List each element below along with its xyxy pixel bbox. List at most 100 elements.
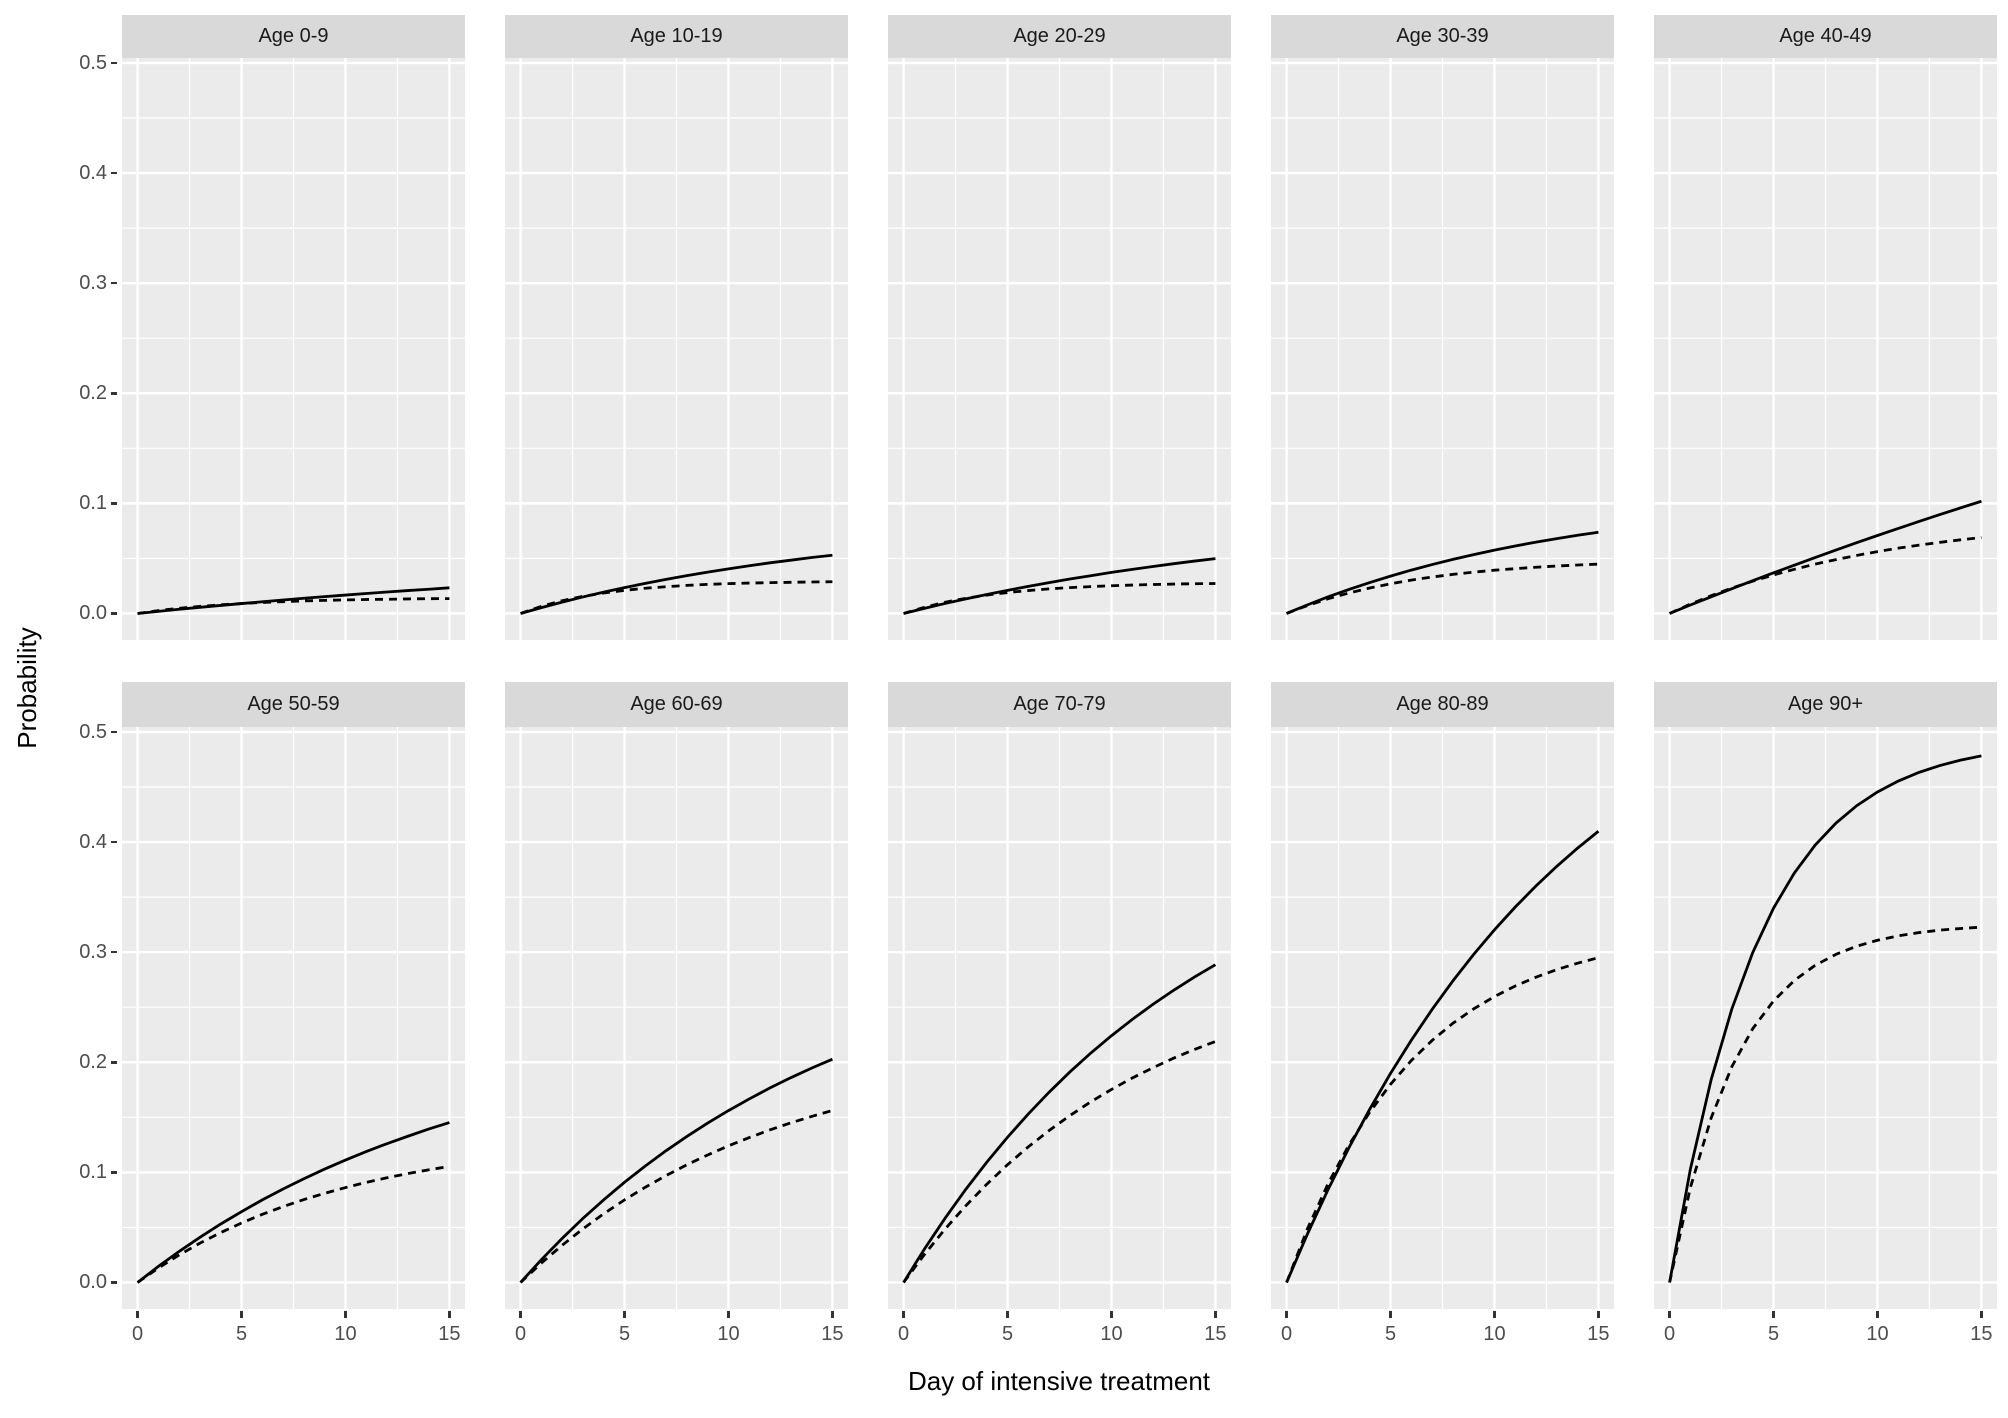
x-tick-label: 0 bbox=[132, 1323, 144, 1345]
solid-line bbox=[520, 553, 833, 615]
y-tick-label: 0.5 bbox=[79, 51, 107, 74]
x-tick-label: 10 bbox=[1100, 1323, 1123, 1345]
x-tick-mark bbox=[1214, 1311, 1217, 1318]
x-tick-mark bbox=[902, 1311, 905, 1318]
x-tick-mark bbox=[1668, 1311, 1671, 1318]
dashed-line bbox=[1286, 562, 1599, 615]
x-tick-label: 10 bbox=[1483, 1323, 1506, 1345]
facet-strip-label: Age 20-29 bbox=[888, 15, 1231, 58]
x-tick-mark bbox=[1389, 1311, 1392, 1318]
facet-chart bbox=[888, 727, 1231, 1309]
x-tick-label: 0 bbox=[1664, 1323, 1676, 1345]
solid-line bbox=[1286, 530, 1599, 615]
facet-panel bbox=[888, 727, 1231, 1309]
facet-panel bbox=[888, 58, 1231, 640]
x-tick-label: 5 bbox=[618, 1323, 631, 1345]
y-tick-label: 0.4 bbox=[79, 831, 107, 854]
facet-strip-label: Age 0-9 bbox=[122, 15, 465, 58]
facet-chart bbox=[1654, 727, 1997, 1309]
facet-chart bbox=[1271, 727, 1614, 1309]
facet-chart bbox=[888, 58, 1231, 640]
y-tick-label: 0.1 bbox=[79, 492, 107, 515]
solid-line bbox=[137, 586, 450, 615]
y-tick-mark bbox=[111, 61, 117, 65]
y-tick-mark bbox=[111, 840, 117, 844]
dashed-line bbox=[520, 580, 833, 615]
y-tick-label: 0.3 bbox=[79, 941, 107, 964]
x-tick-label: 15 bbox=[1587, 1323, 1610, 1345]
x-tick-mark bbox=[240, 1311, 243, 1318]
y-tick-mark bbox=[111, 1061, 117, 1064]
facet-chart bbox=[1654, 58, 1997, 640]
facet-strip-label: Age 70-79 bbox=[888, 682, 1231, 727]
dashed-line bbox=[1669, 536, 1982, 615]
x-tick-label: 15 bbox=[438, 1323, 461, 1345]
dashed-line bbox=[902, 1040, 1216, 1284]
x-tick-label: 0 bbox=[898, 1323, 910, 1345]
facet-strip-label: Age 10-19 bbox=[505, 15, 848, 58]
dashed-line bbox=[903, 582, 1216, 615]
y-tick-mark bbox=[111, 392, 117, 395]
solid-line bbox=[1668, 754, 1982, 1283]
x-tick-mark bbox=[623, 1311, 626, 1318]
x-axis-title: Day of intensive treatment bbox=[907, 1366, 1211, 1396]
solid-line bbox=[136, 1121, 450, 1284]
x-tick-mark bbox=[1876, 1311, 1879, 1318]
y-tick-label: 0.5 bbox=[79, 720, 107, 743]
y-tick-mark bbox=[111, 950, 117, 954]
y-tick-mark bbox=[111, 1281, 117, 1284]
y-tick-label: 0.2 bbox=[79, 382, 107, 405]
facet-panel bbox=[122, 58, 465, 640]
facet-strip-label: Age 50-59 bbox=[122, 682, 465, 727]
facet-strip-label: Age 30-39 bbox=[1271, 15, 1614, 58]
x-tick-label: 15 bbox=[1970, 1323, 1993, 1345]
x-tick-mark bbox=[1980, 1311, 1983, 1318]
x-tick-label: 5 bbox=[1001, 1323, 1014, 1345]
x-tick-mark bbox=[519, 1311, 522, 1318]
facet-panel bbox=[122, 727, 465, 1309]
facet-strip-label: Age 60-69 bbox=[505, 682, 848, 727]
facet-chart bbox=[122, 727, 465, 1309]
x-tick-label: 0 bbox=[1281, 1323, 1293, 1345]
facet-strip-label: Age 80-89 bbox=[1271, 682, 1614, 727]
facet-strip-label: Age 40-49 bbox=[1654, 15, 1997, 58]
y-tick-mark bbox=[111, 1171, 117, 1174]
x-tick-label: 5 bbox=[1767, 1323, 1780, 1345]
y-tick-mark bbox=[111, 612, 117, 615]
facet-panel bbox=[505, 727, 848, 1309]
x-tick-mark bbox=[448, 1311, 451, 1318]
x-tick-label: 15 bbox=[821, 1323, 844, 1345]
x-tick-label: 15 bbox=[1204, 1323, 1227, 1345]
solid-line bbox=[1285, 830, 1600, 1284]
dashed-line bbox=[137, 597, 450, 615]
y-tick-label: 0.3 bbox=[79, 272, 107, 295]
dashed-line bbox=[136, 1165, 450, 1284]
x-tick-label: 5 bbox=[235, 1323, 248, 1345]
y-tick-label: 0.1 bbox=[79, 1161, 107, 1184]
facet-strip-label: Age 90+ bbox=[1654, 682, 1997, 727]
x-tick-label: 10 bbox=[334, 1323, 357, 1345]
solid-line bbox=[519, 1057, 833, 1284]
y-tick-mark bbox=[111, 281, 117, 285]
facet-panel bbox=[1654, 58, 1997, 640]
dashed-line bbox=[1668, 925, 1982, 1283]
x-tick-mark bbox=[831, 1311, 834, 1318]
facet-chart bbox=[505, 58, 848, 640]
x-tick-mark bbox=[727, 1311, 730, 1318]
x-tick-mark bbox=[1597, 1311, 1600, 1318]
x-tick-mark bbox=[1006, 1311, 1009, 1318]
facet-chart bbox=[505, 727, 848, 1309]
x-tick-label: 10 bbox=[1866, 1323, 1889, 1345]
y-axis-title: Probability bbox=[12, 627, 42, 749]
solid-line bbox=[902, 963, 1217, 1284]
facet-chart bbox=[1271, 58, 1614, 640]
y-tick-mark bbox=[111, 502, 117, 505]
y-tick-label: 0.0 bbox=[79, 602, 107, 625]
facet-chart bbox=[122, 58, 465, 640]
y-tick-mark bbox=[111, 171, 117, 175]
facet-panel bbox=[1654, 727, 1997, 1309]
x-tick-label: 10 bbox=[717, 1323, 740, 1345]
y-tick-label: 0.2 bbox=[79, 1051, 107, 1074]
x-tick-label: 0 bbox=[515, 1323, 527, 1345]
